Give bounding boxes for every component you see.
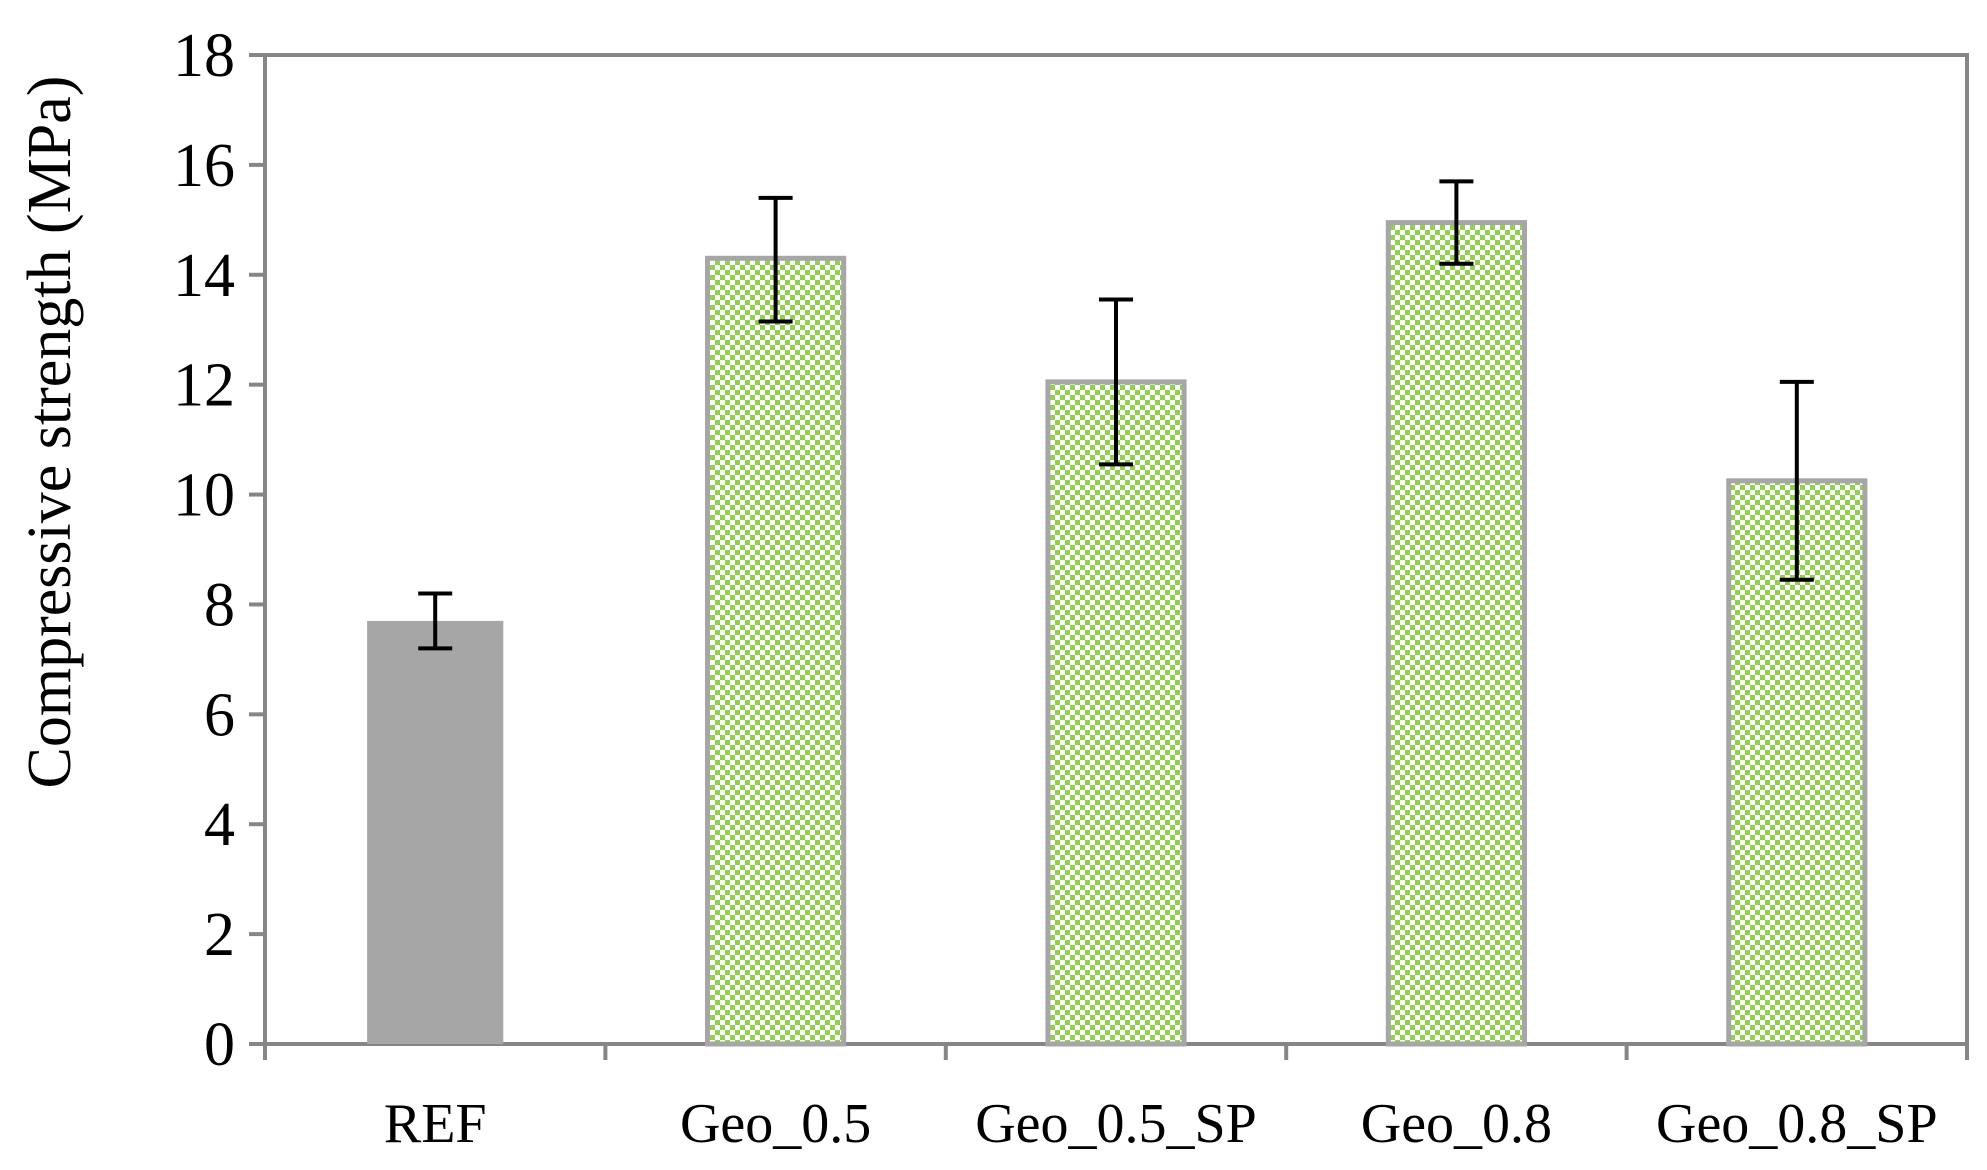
error-bars-group — [418, 179, 1814, 651]
y-tick-label: 4 — [204, 791, 235, 859]
y-tick-label: 2 — [204, 901, 235, 969]
error-bar — [1439, 179, 1474, 266]
x-category-label: Geo_0.8 — [1361, 1093, 1552, 1155]
bar-geo-0-5-sp — [1045, 379, 1187, 1047]
y-tick-label: 18 — [173, 22, 235, 90]
x-category-labels: REF Geo_0.5 Geo_0.5_SP Geo_0.8 Geo_0.8_SP — [384, 1093, 1938, 1155]
error-bar — [758, 195, 793, 324]
x-category-label: Geo_0.5 — [680, 1093, 871, 1155]
x-category-label: Geo_0.8_SP — [1656, 1093, 1938, 1155]
x-category-label: REF — [384, 1093, 487, 1155]
error-bar — [1779, 379, 1814, 582]
bar-ref — [367, 620, 504, 1044]
y-tick-label: 6 — [204, 681, 235, 749]
y-tick-label: 0 — [204, 1011, 235, 1079]
bar-geo-0-8 — [1385, 220, 1527, 1047]
y-tick-label: 10 — [173, 462, 235, 530]
bar-geo-0-5 — [705, 255, 847, 1047]
y-tick-label: 12 — [173, 352, 235, 420]
bars-group — [367, 220, 1868, 1047]
y-tick-label: 8 — [204, 571, 235, 639]
x-axis-ticks — [263, 1044, 1969, 1060]
y-axis-title: Compressive strength (MPa) — [16, 76, 84, 789]
y-tick-label: 14 — [173, 242, 235, 310]
y-tick-labels: 0 2 4 6 8 10 12 14 16 18 — [173, 22, 235, 1079]
error-bar — [1099, 297, 1133, 467]
error-bar — [418, 591, 453, 651]
y-axis-ticks — [249, 53, 265, 1046]
x-category-label: Geo_0.5_SP — [975, 1093, 1257, 1155]
y-tick-label: 16 — [173, 132, 235, 200]
